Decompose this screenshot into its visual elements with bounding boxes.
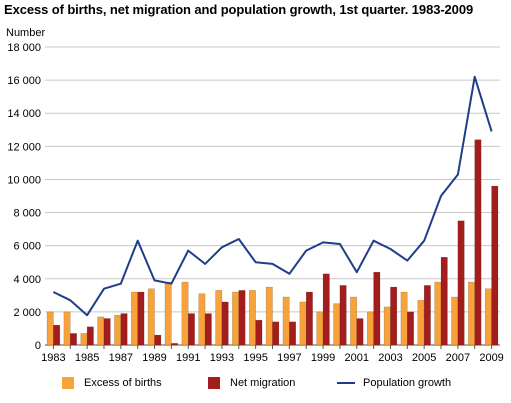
bar-excess-of-births <box>366 311 374 346</box>
legend-item-net-migration: Net migration <box>208 377 295 389</box>
y-tick-label: 6 000 <box>13 241 41 253</box>
legend-line-population-growth <box>337 382 355 384</box>
bar-excess-of-births <box>383 306 391 346</box>
bar-net-migration <box>356 318 364 346</box>
x-tick-label: 2001 <box>345 352 369 364</box>
bar-net-migration <box>289 321 297 346</box>
x-tick-label: 2007 <box>446 352 470 364</box>
bar-net-migration <box>407 311 414 346</box>
bar-excess-of-births <box>434 281 442 346</box>
x-tick-label: 1989 <box>142 352 166 364</box>
x-tick-label: 1991 <box>176 352 200 364</box>
bar-net-migration <box>120 313 128 346</box>
y-tick-label: 2 000 <box>13 307 41 319</box>
legend-label-population-growth: Population growth <box>363 377 452 389</box>
bar-excess-of-births <box>316 311 324 346</box>
bar-net-migration <box>373 271 381 346</box>
bar-net-migration <box>137 291 145 346</box>
bar-excess-of-births <box>451 296 459 346</box>
bar-net-migration <box>171 343 179 346</box>
y-tick-label: 8 000 <box>13 208 41 220</box>
legend-item-excess-of-births: Excess of births <box>62 377 162 389</box>
bar-net-migration <box>103 318 111 346</box>
x-tick-label: 1997 <box>277 352 301 364</box>
bar-net-migration <box>423 285 431 346</box>
bar-net-migration <box>53 324 61 346</box>
legend-label-excess-of-births: Excess of births <box>84 377 162 389</box>
y-tick-label: 12 000 <box>7 141 41 153</box>
bar-net-migration <box>322 273 330 346</box>
legend-label-net-migration: Net migration <box>230 377 296 389</box>
y-tick-label: 14 000 <box>7 108 41 120</box>
x-tick-label: 1999 <box>311 352 335 364</box>
legend-swatch-excess-of-births <box>62 377 74 389</box>
x-tick-label: 1985 <box>75 352 99 364</box>
bar-net-migration <box>305 291 313 346</box>
bar-excess-of-births <box>164 281 172 346</box>
legend: Excess of births Net migration Populatio… <box>0 372 511 396</box>
bar-excess-of-births <box>333 303 341 346</box>
bar-excess-of-births <box>80 333 88 346</box>
y-axis-label: Number <box>6 27 46 39</box>
bar-excess-of-births <box>63 311 71 346</box>
x-tick-label: 1983 <box>41 352 65 364</box>
bar-excess-of-births <box>400 291 408 346</box>
bar-excess-of-births <box>417 300 425 346</box>
bar-excess-of-births <box>198 293 206 346</box>
bar-net-migration <box>272 321 280 346</box>
bar-net-migration <box>474 139 482 346</box>
bar-net-migration <box>221 301 229 346</box>
x-tick-label: 1993 <box>210 352 234 364</box>
bar-excess-of-births <box>248 290 256 346</box>
x-tick-label: 1995 <box>243 352 267 364</box>
bar-excess-of-births <box>484 288 492 346</box>
bar-net-migration <box>70 333 77 346</box>
bar-excess-of-births <box>468 281 475 346</box>
bar-excess-of-births <box>265 286 273 346</box>
bar-excess-of-births <box>299 301 307 346</box>
bar-excess-of-births <box>114 314 122 346</box>
bar-net-migration <box>255 319 263 346</box>
x-tick-label: 1987 <box>109 352 133 364</box>
bar-excess-of-births <box>215 290 223 346</box>
y-tick-label: 18 000 <box>7 42 41 54</box>
bar-net-migration <box>440 257 448 346</box>
legend-swatch-net-migration <box>208 377 220 389</box>
legend-item-population-growth: Population growth <box>337 377 451 389</box>
y-tick-label: 4 000 <box>13 274 41 286</box>
line-population-growth <box>52 75 493 317</box>
bar-net-migration <box>238 290 246 346</box>
bar-net-migration <box>187 313 195 346</box>
y-tick-label: 10 000 <box>7 174 41 186</box>
bar-net-migration <box>491 185 499 346</box>
bar-excess-of-births <box>46 311 54 346</box>
bar-net-migration <box>204 313 212 346</box>
bar-net-migration <box>457 220 465 346</box>
bar-net-migration <box>86 326 94 346</box>
bar-excess-of-births <box>181 281 189 346</box>
y-tick-label: 16 000 <box>7 75 41 87</box>
bar-excess-of-births <box>232 291 240 346</box>
y-tick-label: 0 <box>35 340 41 352</box>
bar-net-migration <box>339 285 347 346</box>
bar-excess-of-births <box>350 296 358 346</box>
x-tick-label: 2009 <box>479 352 503 364</box>
x-tick-label: 2003 <box>378 352 402 364</box>
bar-excess-of-births <box>131 291 138 346</box>
bar-net-migration <box>390 286 398 346</box>
bar-net-migration <box>154 334 162 346</box>
bar-excess-of-births <box>282 296 290 346</box>
bar-excess-of-births <box>147 288 155 346</box>
chart-title: Excess of births, net migration and popu… <box>4 2 474 17</box>
x-tick-label: 2005 <box>412 352 436 364</box>
bar-excess-of-births <box>97 316 105 346</box>
